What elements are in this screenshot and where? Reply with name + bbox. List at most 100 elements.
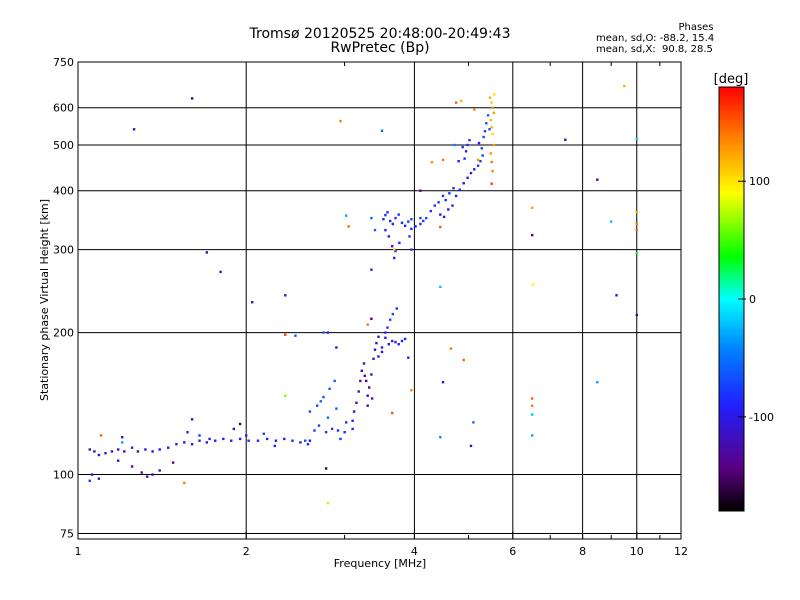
data-point xyxy=(490,101,493,104)
data-point xyxy=(382,218,385,221)
data-point xyxy=(373,228,377,232)
data-point xyxy=(313,429,316,432)
data-point xyxy=(140,471,143,474)
data-point xyxy=(351,419,354,422)
data-point xyxy=(230,439,233,442)
data-point xyxy=(391,312,394,316)
data-point xyxy=(564,138,567,141)
data-point xyxy=(387,343,390,346)
data-point xyxy=(306,443,310,446)
data-point xyxy=(183,481,186,485)
data-point xyxy=(389,219,392,223)
data-point xyxy=(482,135,485,139)
data-point xyxy=(130,465,134,468)
data-point xyxy=(490,126,493,129)
data-point xyxy=(386,326,389,329)
data-point xyxy=(175,443,178,446)
data-point xyxy=(214,439,217,442)
data-point xyxy=(130,446,134,449)
data-point xyxy=(110,450,114,453)
data-point xyxy=(635,228,638,232)
data-point xyxy=(433,204,436,207)
data-point xyxy=(366,404,369,407)
data-point xyxy=(171,461,175,464)
data-point xyxy=(326,501,330,505)
data-point xyxy=(121,441,124,444)
data-point xyxy=(380,346,384,349)
data-point xyxy=(117,448,120,451)
data-point xyxy=(407,220,410,223)
data-point xyxy=(136,450,140,453)
data-point xyxy=(410,248,413,251)
data-point xyxy=(283,437,286,441)
data-point xyxy=(380,129,384,132)
data-point xyxy=(441,194,445,198)
data-point xyxy=(635,137,638,141)
data-point xyxy=(442,215,446,219)
data-point xyxy=(410,218,413,221)
data-point xyxy=(400,221,404,224)
data-point xyxy=(146,475,149,478)
data-point xyxy=(391,245,394,248)
data-point xyxy=(493,93,496,96)
data-point xyxy=(360,369,363,372)
data-point xyxy=(355,401,358,404)
data-point xyxy=(90,473,94,476)
data-point xyxy=(370,216,373,220)
y-tick-label: 200 xyxy=(53,327,74,340)
data-point xyxy=(384,228,387,232)
data-point xyxy=(437,201,440,204)
data-point xyxy=(370,373,373,376)
data-point xyxy=(397,213,400,216)
data-point xyxy=(463,157,466,160)
data-point xyxy=(384,331,387,334)
y-tick-label: 400 xyxy=(53,185,74,198)
data-point xyxy=(368,386,371,389)
data-point xyxy=(410,389,413,392)
data-points xyxy=(88,84,638,505)
data-point xyxy=(403,337,407,341)
data-point xyxy=(393,248,396,251)
data-point xyxy=(151,473,154,476)
data-point xyxy=(123,450,126,453)
data-point xyxy=(339,437,342,441)
data-point xyxy=(291,439,294,442)
data-point xyxy=(299,441,302,444)
data-point xyxy=(387,235,390,238)
data-point xyxy=(419,216,422,220)
data-point xyxy=(317,424,321,427)
data-point xyxy=(366,323,369,326)
data-point xyxy=(394,249,397,253)
data-point xyxy=(205,441,208,444)
data-point xyxy=(190,418,194,421)
data-point xyxy=(635,251,638,255)
data-point xyxy=(458,188,461,191)
data-point xyxy=(531,397,534,400)
data-point xyxy=(439,213,442,216)
data-point xyxy=(88,479,91,482)
data-point xyxy=(400,339,404,343)
data-point xyxy=(489,118,492,122)
data-point xyxy=(473,168,476,171)
data-point xyxy=(407,356,410,359)
data-point xyxy=(454,194,458,198)
phase-stats-o: mean, sd,O: -88.2, 15.4 xyxy=(596,33,715,44)
data-point xyxy=(256,439,260,442)
data-point xyxy=(531,233,534,237)
data-point xyxy=(479,160,482,163)
data-point xyxy=(304,439,307,442)
data-point xyxy=(330,427,334,431)
data-point xyxy=(439,285,442,289)
data-point xyxy=(265,437,269,441)
data-point xyxy=(461,145,464,149)
data-point xyxy=(333,379,336,383)
data-point xyxy=(623,84,626,88)
x-tick-label: 6 xyxy=(509,545,516,558)
data-point xyxy=(208,437,211,441)
data-point xyxy=(531,206,534,209)
data-point xyxy=(473,108,476,111)
data-point xyxy=(491,106,494,109)
data-point xyxy=(397,343,400,346)
data-point xyxy=(439,436,442,439)
data-point xyxy=(384,213,387,217)
